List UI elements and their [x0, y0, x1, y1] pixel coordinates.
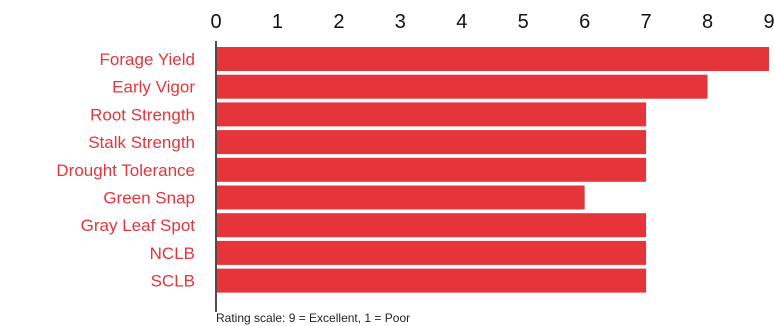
- category-label: Stalk Strength: [88, 133, 195, 152]
- x-tick-label: 8: [702, 11, 713, 33]
- bar: [217, 157, 647, 182]
- category-label: Green Snap: [103, 189, 195, 208]
- category-labels: Forage Yield Early Vigor Root Strength Stal…: [56, 50, 195, 291]
- x-axis-ticks: 0 1 2 3 4 5 6 7 8 9: [210, 11, 774, 33]
- category-label: Drought Tolerance: [56, 161, 195, 180]
- bar: [217, 102, 647, 127]
- category-label: Forage Yield: [100, 50, 195, 69]
- x-tick-label: 3: [395, 11, 406, 33]
- bars: [217, 47, 769, 293]
- bar: [217, 47, 769, 71]
- x-tick-label: 9: [763, 11, 774, 33]
- category-label: Early Vigor: [112, 78, 195, 97]
- category-label: Gray Leaf Spot: [81, 216, 196, 235]
- x-tick-label: 6: [579, 11, 590, 33]
- rating-scale-note: Rating scale: 9 = Excellent, 1 = Poor: [216, 311, 410, 325]
- x-tick-label: 5: [518, 11, 529, 33]
- x-tick-label: 2: [333, 11, 344, 33]
- bar: [217, 74, 708, 99]
- category-label: SCLB: [151, 272, 195, 291]
- bar: [217, 185, 585, 210]
- x-tick-label: 1: [272, 11, 283, 33]
- x-tick-label: 0: [210, 11, 221, 33]
- x-tick-label: 7: [641, 11, 652, 33]
- bar: [217, 240, 647, 265]
- category-label: NCLB: [150, 244, 195, 263]
- bar: [217, 213, 647, 238]
- bar: [217, 268, 647, 293]
- category-label: Root Strength: [90, 105, 195, 124]
- x-tick-label: 4: [456, 11, 467, 33]
- bar: [217, 130, 647, 155]
